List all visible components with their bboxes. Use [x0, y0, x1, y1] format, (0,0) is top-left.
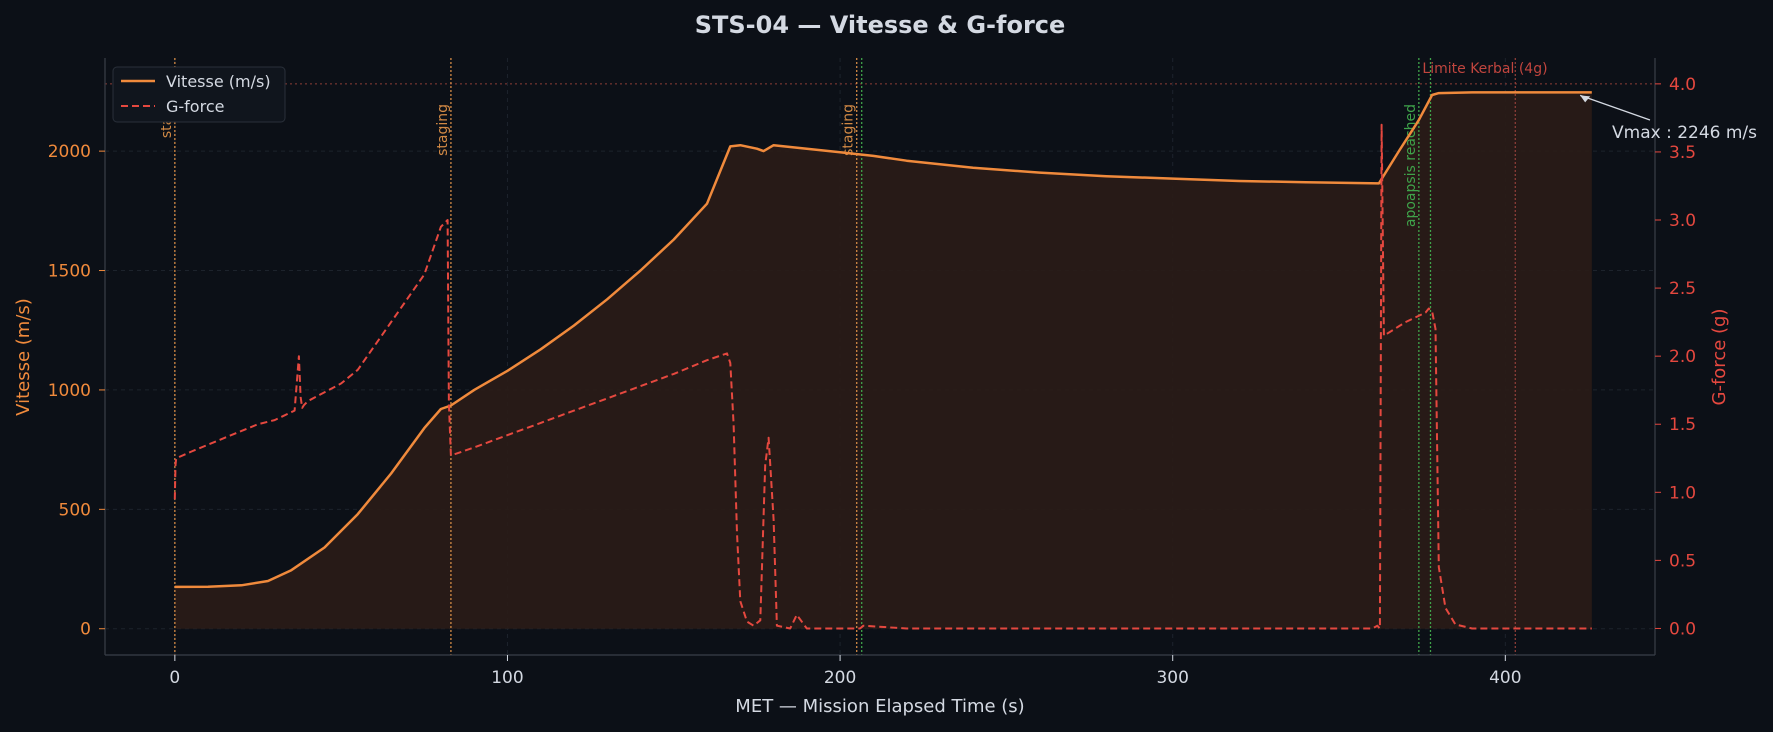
event-marker-label: staging — [841, 104, 857, 156]
y-left-tick-label: 2000 — [48, 142, 91, 162]
axes: 0 100 200 300 400 0 500 1000 1500 2000 0.0 0.5 1.0 1.… — [48, 58, 1696, 688]
series-lines — [173, 91, 1592, 630]
y-left-tick-label: 500 — [59, 500, 91, 520]
vmax-annotation-label: Vmax : 2246 m/s — [1612, 123, 1757, 143]
y-right-tick-label: 1.0 — [1669, 483, 1696, 503]
x-tick-label: 200 — [824, 668, 856, 688]
y-right-tick-label: 4.0 — [1669, 75, 1696, 95]
y-right-tick-label: 0.5 — [1669, 551, 1696, 571]
x-tick-label: 300 — [1156, 668, 1188, 688]
x-tick-label: 400 — [1489, 668, 1521, 688]
y-left-tick-label: 1000 — [48, 381, 91, 401]
event-marker-label: staging — [435, 104, 451, 156]
y-axis-left-label: Vitesse (m/s) — [13, 298, 34, 416]
event-marker-label: apoapsis reached — [1403, 104, 1419, 227]
x-tick-label: 100 — [491, 668, 523, 688]
y-left-tick-label: 1500 — [48, 262, 91, 282]
y-right-tick-label: 0.0 — [1669, 619, 1696, 639]
x-axis-label: MET — Mission Elapsed Time (s) — [735, 696, 1024, 717]
legend-box — [112, 66, 286, 123]
y-right-tick-label: 2.0 — [1669, 347, 1696, 367]
limit-line-label: Limite Kerbal (4g) — [1422, 61, 1547, 77]
legend-label-gforce: G-force — [166, 97, 224, 116]
legend: Vitesse (m/s) G-force — [112, 66, 286, 123]
annotations: Vmax : 2246 m/s — [1579, 94, 1757, 143]
velocity-fill-path — [174, 92, 1592, 629]
vmax-arrow-line — [1579, 94, 1651, 121]
y-right-tick-label: 2.5 — [1669, 279, 1696, 299]
y-axis-right-label: G-force (g) — [1709, 309, 1730, 406]
event-markers: Limite Kerbal (4g)stagistagingstagingapo… — [105, 58, 1655, 655]
gforce-series-line — [173, 123, 1592, 630]
velocity-series-line — [174, 91, 1592, 589]
y-left-tick-label: 0 — [80, 620, 91, 640]
chart-title: STS-04 — Vitesse & G-force — [695, 11, 1066, 39]
vmax-arrow-head — [1580, 95, 1591, 103]
y-right-tick-label: 3.5 — [1669, 143, 1696, 163]
y-right-tick-label: 1.5 — [1669, 415, 1696, 435]
x-tick-label: 0 — [169, 668, 180, 688]
legend-label-velocity: Vitesse (m/s) — [166, 72, 271, 91]
velocity-fill-area — [174, 92, 1592, 629]
y-right-tick-label: 3.0 — [1669, 211, 1696, 231]
